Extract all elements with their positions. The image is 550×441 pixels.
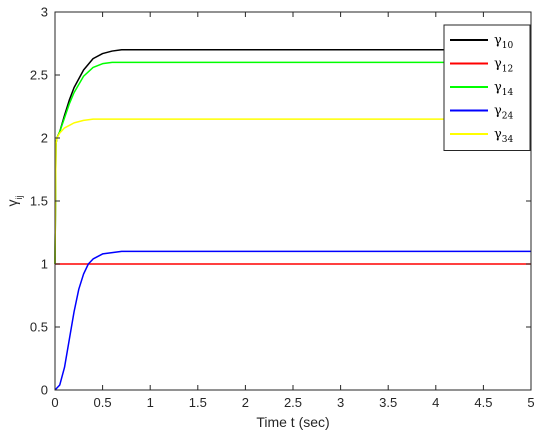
legend-label-main: γ <box>494 33 502 48</box>
legend-label-sub: 10 <box>502 41 514 51</box>
y-axis-label-sub: ij <box>14 196 24 200</box>
legend-label-12: γ12 <box>494 57 513 75</box>
legend-label-main: γ <box>494 57 502 72</box>
x-axis-label: Time t (sec) <box>256 414 329 430</box>
x-tick-label: 2 <box>242 395 249 410</box>
legend-label-sub: 24 <box>502 112 514 122</box>
legend-label-sub: 14 <box>502 88 514 98</box>
x-tick-label: 0 <box>51 395 58 410</box>
legend-label-main: γ <box>494 127 502 142</box>
legend-label-sub: 12 <box>502 65 513 75</box>
x-tick-label: 2.5 <box>284 395 302 410</box>
x-tick-label: 3.5 <box>379 395 397 410</box>
legend-label-main: γ <box>494 80 502 95</box>
legend-label-sub: 34 <box>502 135 514 145</box>
x-tick-label: 4 <box>432 395 439 410</box>
legend-label-10: γ10 <box>494 33 514 51</box>
y-tick-label: 3 <box>41 5 48 20</box>
x-tick-label: 5 <box>527 395 534 410</box>
y-tick-label: 0.5 <box>30 320 48 335</box>
series-line-24 <box>54 250 531 391</box>
plot-lines <box>54 49 531 391</box>
series-line-34 <box>54 118 531 265</box>
x-tick-label: 4.5 <box>474 395 492 410</box>
ticks: 0 0.5 1 1.5 2 2.5 3 3.5 4 4.5 5 0 0.5 1 1.5 2 2.5 3 <box>30 5 535 411</box>
x-tick-label: 1 <box>147 395 154 410</box>
x-tick-label: 1.5 <box>189 395 207 410</box>
y-tick-label: 2.5 <box>30 68 48 83</box>
legend-label-34: γ34 <box>494 127 514 145</box>
legend-label-24: γ24 <box>494 104 514 122</box>
y-tick-label: 2 <box>41 131 48 146</box>
legend-label-main: γ <box>494 104 502 119</box>
x-tick-label: 3 <box>337 395 344 410</box>
y-axis-label: γij <box>4 196 24 207</box>
y-axis-label-main: γ <box>4 200 20 207</box>
legend-label-14: γ14 <box>494 80 514 98</box>
y-tick-label: 1.5 <box>30 194 48 209</box>
series-line-14 <box>54 61 531 265</box>
y-tick-label: 0 <box>41 383 48 398</box>
x-tick-label: 0.5 <box>94 395 112 410</box>
y-tick-label: 1 <box>41 257 48 272</box>
